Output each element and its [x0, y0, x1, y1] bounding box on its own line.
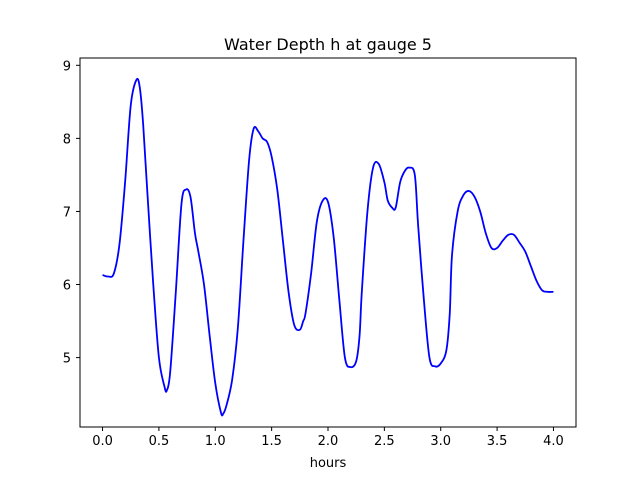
x-tick-label: 1.0 [205, 434, 226, 449]
x-tick-label: 3.0 [430, 434, 451, 449]
y-tick-label: 8 [63, 132, 71, 147]
x-tick-label: 0.0 [92, 434, 113, 449]
x-axis-label: hours [310, 456, 347, 471]
series-line [102, 77, 554, 417]
y-tick-label: 5 [63, 352, 71, 367]
x-tick-label: 2.5 [374, 434, 395, 449]
y-tick-label: 6 [63, 279, 71, 294]
x-tick-label: 0.5 [149, 434, 170, 449]
x-axis: 0.0 0.5 1.0 1.5 2.0 2.5 3.0 3.5 4.0 [92, 427, 564, 449]
plot-area: 0.0 0.5 1.0 1.5 2.0 2.5 3.0 3.5 4.0 5 6 7 8 9 [63, 57, 577, 449]
x-tick-label: 3.5 [487, 434, 508, 449]
y-tick-label: 9 [63, 59, 71, 74]
y-axis: 5 6 7 8 9 [63, 59, 80, 367]
x-tick-label: 2.0 [318, 434, 339, 449]
series-layer [102, 77, 554, 417]
x-tick-label: 4.0 [543, 434, 564, 449]
chart-title: Water Depth h at gauge 5 [224, 35, 432, 54]
y-tick-label: 7 [63, 205, 71, 220]
x-tick-label: 1.5 [261, 434, 282, 449]
